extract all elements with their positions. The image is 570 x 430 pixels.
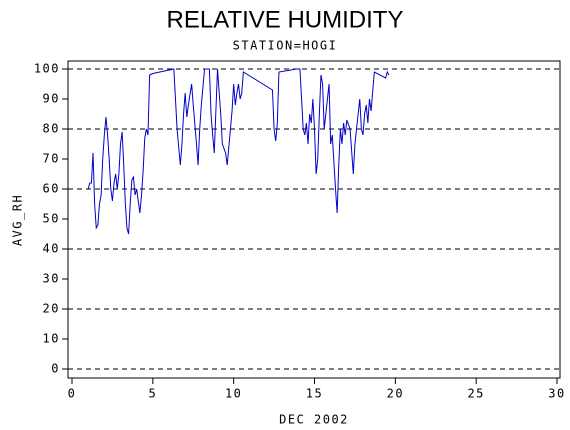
y-tick-label: 60 — [43, 182, 60, 196]
x-tick-label: 25 — [467, 387, 484, 401]
y-axis-label: AVG_RH — [11, 194, 25, 246]
plot-frame — [67, 60, 561, 379]
data-line — [87, 68, 390, 235]
y-tick-label: 40 — [43, 242, 60, 256]
y-tick-label: 10 — [43, 332, 60, 346]
y-tick-label: 80 — [43, 122, 60, 136]
x-tick-label: 10 — [225, 387, 242, 401]
y-tick-label: 70 — [43, 152, 60, 166]
chart-subtitle: STATION=HOGI — [233, 39, 338, 53]
y-tick-label: 100 — [34, 62, 60, 76]
y-tick-label: 20 — [43, 302, 60, 316]
x-tick-label: 15 — [306, 387, 323, 401]
x-tick-label: 20 — [387, 387, 404, 401]
chart-title: RELATIVE HUMIDITY — [167, 6, 404, 33]
x-tick-label: 0 — [68, 387, 77, 401]
x-tick-label: 30 — [548, 387, 565, 401]
y-tick-label: 50 — [43, 212, 60, 226]
x-axis-label: DEC 2002 — [279, 413, 349, 427]
y-tick-label: 0 — [51, 362, 60, 376]
y-tick-label: 90 — [43, 92, 60, 106]
x-tick-label: 5 — [148, 387, 157, 401]
y-tick-label: 30 — [43, 272, 60, 286]
